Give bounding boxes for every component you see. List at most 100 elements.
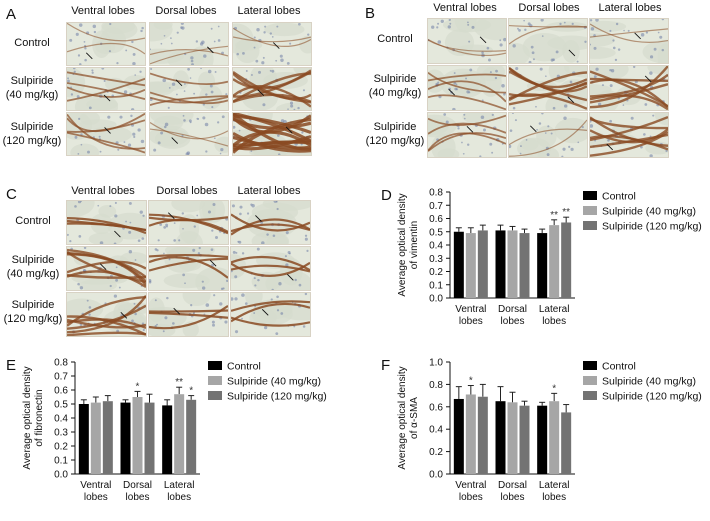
x-tick-label: lobes (459, 316, 483, 327)
y-tick-label: 0.2 (429, 267, 443, 278)
y-axis-label: Average optical density (397, 193, 408, 296)
row-label: Sulpiride (40 mg/kg) (6, 254, 60, 280)
x-tick-label: Ventral (455, 304, 486, 315)
y-axis-label: of α-SMA (409, 397, 420, 439)
y-axis-label: Average optical density (397, 366, 408, 469)
significance-marker: * (552, 383, 556, 394)
row-label: Control (14, 37, 50, 49)
row-label: Sulpiride (120 mg/kg) (3, 299, 63, 325)
row-label: Sulpiride (120 mg/kg) (2, 121, 62, 147)
panel-f-chart: F 0.0 0.2 0.4 0.6 0.8 1.0 Average optical densi… (375, 352, 710, 516)
y-tick-label: 0.7 (54, 372, 68, 383)
bar (465, 233, 476, 298)
row-label: Control (377, 33, 413, 45)
bar-chart: E 0.0 0.1 0.2 0.3 0.4 0.5 0.6 0.7 0.8 Average opti… (6, 357, 327, 503)
bar (477, 396, 488, 474)
column-header: Ventral lobes (433, 2, 497, 14)
bar (477, 230, 488, 298)
bar (519, 405, 530, 474)
legend-label: Sulpiride (40 mg/kg) (602, 206, 696, 218)
column-header: Dorsal lobes (156, 185, 218, 197)
bar (495, 401, 506, 474)
y-tick-label: 0.3 (429, 254, 443, 265)
x-tick-label: Lateral (164, 480, 195, 491)
legend-swatch (583, 361, 597, 370)
y-tick-label: 0.8 (429, 188, 443, 199)
bar (549, 225, 560, 298)
significance-marker: ** (175, 377, 183, 388)
legend-label: Control (227, 361, 261, 373)
bar (537, 405, 548, 474)
bar (102, 401, 113, 474)
x-tick-label: lobes (84, 492, 108, 503)
column-header: Lateral lobes (237, 185, 301, 197)
legend-swatch (208, 391, 222, 400)
micrograph-tile (508, 18, 588, 64)
bar (174, 394, 185, 474)
micrograph-tile (66, 67, 146, 111)
y-tick-label: 0.1 (429, 280, 443, 291)
row-label: Control (15, 215, 51, 227)
micrograph-tile (589, 65, 669, 111)
x-tick-label: Ventral (80, 480, 111, 491)
bar (561, 412, 572, 474)
legend-label: Sulpiride (120 mg/kg) (227, 391, 327, 403)
micrograph-tile (149, 67, 229, 111)
row-label: Sulpiride (120 mg/kg) (365, 121, 425, 147)
legend-label: Sulpiride (120 mg/kg) (602, 391, 702, 403)
micrograph-tile (427, 65, 507, 111)
micrograph-tile (427, 18, 507, 64)
micrograph-tile (66, 292, 147, 337)
column-header: Dorsal lobes (155, 5, 217, 17)
micrograph-tile (66, 246, 147, 291)
significance-marker: * (136, 381, 140, 392)
micrograph-tile (232, 67, 312, 111)
micrograph-tile (589, 112, 669, 158)
panel-a-micrographs: A Ventral lobes Dorsal lobes Lateral lob… (0, 0, 350, 165)
y-tick-label: 0.8 (429, 380, 443, 391)
column-header: Lateral lobes (237, 5, 301, 17)
column-header: Ventral lobes (71, 5, 135, 17)
micrograph-tile (427, 112, 507, 158)
y-tick-label: 0.6 (429, 214, 443, 225)
panel-e-chart: E 0.0 0.1 0.2 0.3 0.4 0.5 0.6 0.7 0.8 Average opti… (0, 352, 355, 516)
y-tick-label: 0.0 (429, 294, 443, 305)
significance-marker: ** (562, 207, 570, 218)
panel-letter: B (365, 5, 376, 22)
bar (132, 397, 143, 474)
legend-swatch (583, 191, 597, 200)
micrograph-tile (148, 200, 229, 245)
micrograph-tile (149, 22, 229, 66)
significance-marker: ** (550, 210, 558, 221)
x-tick-label: Lateral (539, 304, 570, 315)
y-axis-label: of fibronectin (34, 389, 45, 446)
y-tick-label: 0.5 (429, 227, 443, 238)
x-tick-label: lobes (501, 492, 525, 503)
y-tick-label: 1.0 (429, 358, 443, 369)
y-axis-label: of vimentin (409, 221, 420, 269)
row-label: Sulpiride (40 mg/kg) (368, 73, 422, 99)
x-tick-label: Dorsal (498, 480, 527, 491)
x-tick-label: lobes (542, 492, 566, 503)
bar (453, 398, 464, 474)
legend-label: Control (602, 191, 636, 203)
micrograph-tile (66, 22, 146, 66)
panel-letter: C (6, 186, 17, 203)
legend-label: Sulpiride (40 mg/kg) (227, 376, 321, 388)
micrograph-tile (66, 200, 147, 245)
y-tick-label: 0.7 (429, 201, 443, 212)
panel-letter: E (6, 357, 16, 374)
bar (465, 394, 476, 474)
bar (507, 230, 518, 298)
micrograph-tile (232, 112, 312, 156)
micrograph-tile (508, 112, 588, 158)
y-axis-label: Average optical density (22, 366, 33, 469)
panel-d-chart: D 0.0 0.1 0.2 0.3 0.4 0.5 0.6 0.7 0.8 Average opti… (375, 182, 710, 340)
y-tick-label: 0.6 (54, 386, 68, 397)
micrograph-tile (66, 112, 146, 156)
legend-swatch (583, 391, 597, 400)
legend-swatch (208, 361, 222, 370)
bar (78, 404, 89, 474)
bar (495, 230, 506, 298)
bar (453, 231, 464, 298)
